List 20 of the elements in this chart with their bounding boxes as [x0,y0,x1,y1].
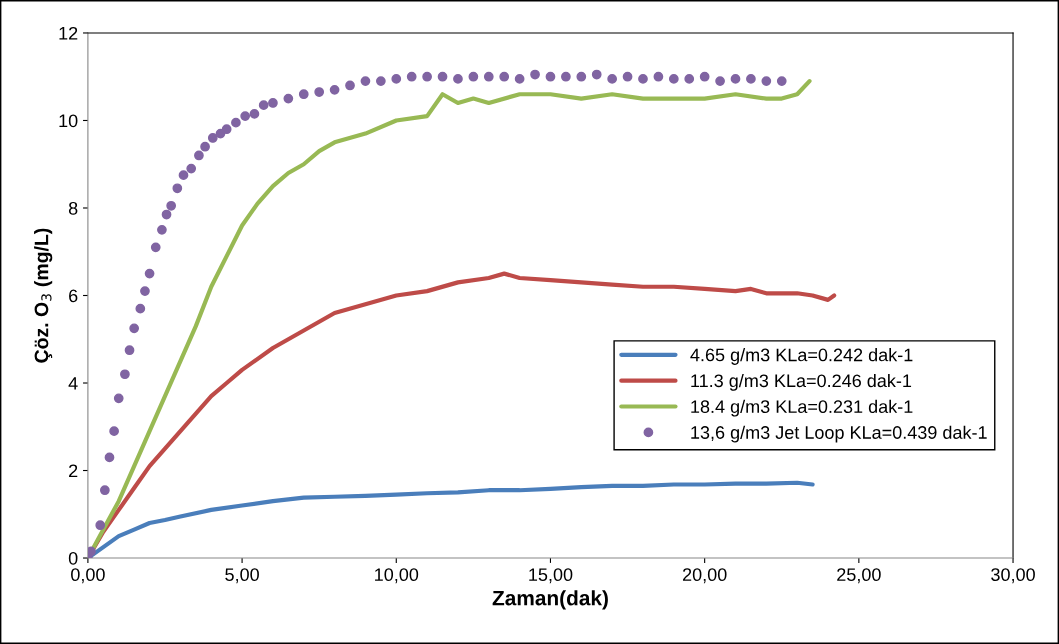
legend-label: 4.65 g/m3 KLa=0.242 dak-1 [690,348,913,365]
x-tick-label: 15,00 [529,568,573,584]
y-tick-label: 4 [68,377,78,390]
y-tick-label: 0 [68,551,78,565]
legend-label: 13,6 g/m3 Jet Loop KLa=0.439 dak-1 [691,425,987,443]
y-tick-label: 2 [69,464,78,478]
legend-label: 18.4 g/m3 KLa=0.231 dak-1 [691,399,913,417]
x-tick-label: 30,00 [991,568,1035,584]
legend-label: 11.3 g/m3 KLa=0.246 dak-1 [691,373,912,391]
x-tick-label: 0,00 [71,568,105,584]
y-tick-label: 6 [69,289,78,303]
y-tick-label: 10 [59,114,78,128]
x-tick-label: 10,00 [375,568,419,584]
y-tick-label: 8 [68,201,78,215]
x-tick-label: 20,00 [682,568,727,584]
y-axis-title: Çöz. O$_{3}$ (mg/L) [34,228,53,363]
y-tick-label: 12 [59,26,78,40]
x-tick-label: 5,00 [225,568,259,584]
x-tick-label: 25,00 [837,568,881,584]
x-axis-title: Zaman(dak) [492,590,608,610]
